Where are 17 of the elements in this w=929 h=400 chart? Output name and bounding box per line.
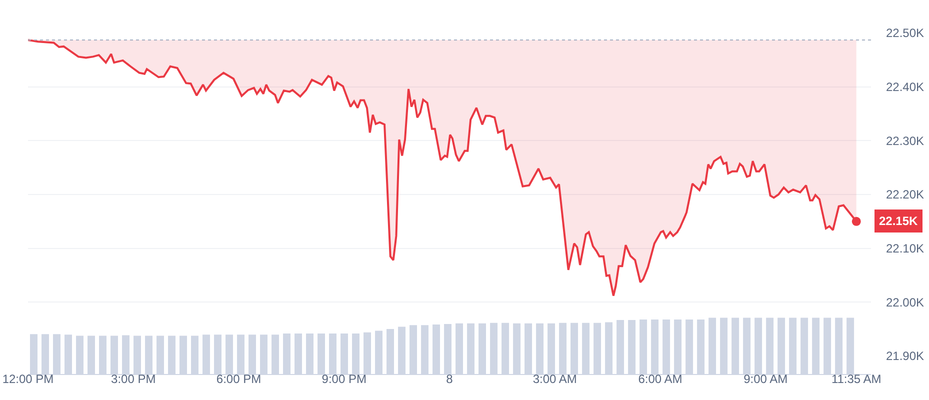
x-tick-label: 11:35 AM — [831, 372, 882, 386]
x-tick-label: 9:00 PM — [322, 372, 366, 386]
x-tick-label: 6:00 AM — [638, 372, 682, 386]
x-tick-label: 3:00 PM — [111, 372, 156, 386]
x-tick-label: 8 — [446, 372, 454, 386]
y-tick-label: 22.40K — [886, 80, 924, 94]
y-tick-label: 22.00K — [886, 295, 924, 310]
x-tick-label: 3:00 AM — [532, 372, 577, 386]
y-tick-label: 22.20K — [886, 188, 924, 202]
y-tick-label: 22.30K — [886, 134, 924, 148]
x-tick-label: 6:00 PM — [216, 372, 262, 386]
annotation: 22.15K — [879, 214, 918, 228]
x-tick-label: 9:00 AM — [744, 372, 788, 386]
y-tick-label: 22.10K — [886, 242, 924, 256]
x-tick-label: 12:00 PM — [2, 372, 54, 386]
y-tick-label: 22.50K — [886, 26, 924, 40]
y-tick-label: 21.90K — [886, 349, 924, 364]
